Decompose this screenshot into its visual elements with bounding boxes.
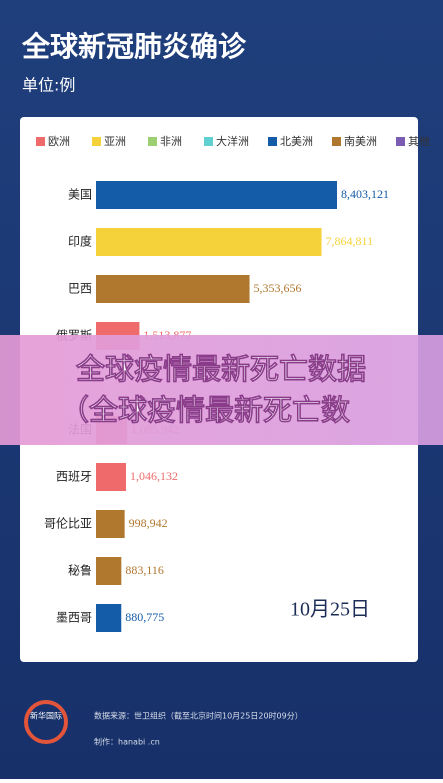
legend-label: 南美洲 — [344, 135, 377, 148]
category-label: 西班牙 — [56, 470, 92, 484]
legend-swatch — [396, 137, 405, 146]
legend-label: 非洲 — [160, 135, 182, 148]
category-label: 墨西哥 — [56, 611, 92, 625]
title: 全球新冠肺炎确诊 — [21, 30, 247, 63]
overlay-line: 全球疫情最新死亡数据 — [75, 352, 366, 386]
credit: 制作：hanabi .cn — [94, 737, 160, 747]
value-label: 880,775 — [125, 610, 164, 624]
bar — [96, 604, 122, 632]
legend-swatch — [332, 137, 341, 146]
category-label: 秘鲁 — [68, 564, 92, 578]
date-annotation: 10月25日 — [290, 599, 370, 621]
legend-swatch — [148, 137, 157, 146]
legend-label: 大洋洲 — [216, 134, 249, 148]
source: 数据来源：世卫组织（截至北京时间10月25日20时09分） — [94, 711, 303, 721]
bar — [96, 557, 122, 585]
legend-swatch — [204, 137, 213, 146]
logo: 新华国际 — [30, 711, 62, 721]
bar — [96, 228, 322, 256]
bar — [96, 181, 337, 209]
bar — [96, 275, 250, 303]
category-label: 美国 — [68, 188, 92, 202]
legend-swatch — [92, 137, 101, 146]
overlay-line: （全球疫情最新死亡数 — [60, 393, 351, 427]
bar — [96, 463, 127, 491]
value-label: 5,353,656 — [254, 281, 302, 295]
legend-label: 欧洲 — [48, 135, 70, 148]
legend-swatch — [268, 137, 277, 146]
category-label: 哥伦比亚 — [44, 516, 92, 531]
value-label: 883,116 — [125, 563, 164, 577]
value-label: 8,403,121 — [341, 187, 389, 201]
overlay-banner — [0, 335, 443, 445]
subtitle: 单位:例 — [22, 76, 75, 95]
logo-ring — [24, 700, 68, 744]
legend-label: 北美洲 — [280, 135, 313, 148]
bar — [96, 510, 125, 538]
value-label: 1,046,132 — [130, 469, 178, 483]
value-label: 7,864,811 — [326, 234, 374, 248]
category-label: 印度 — [68, 234, 92, 249]
legend-swatch — [36, 137, 45, 146]
category-label: 巴西 — [68, 282, 92, 296]
value-label: 998,942 — [129, 516, 168, 530]
legend-label: 其他 — [408, 135, 430, 148]
legend-label: 亚洲 — [104, 135, 126, 148]
